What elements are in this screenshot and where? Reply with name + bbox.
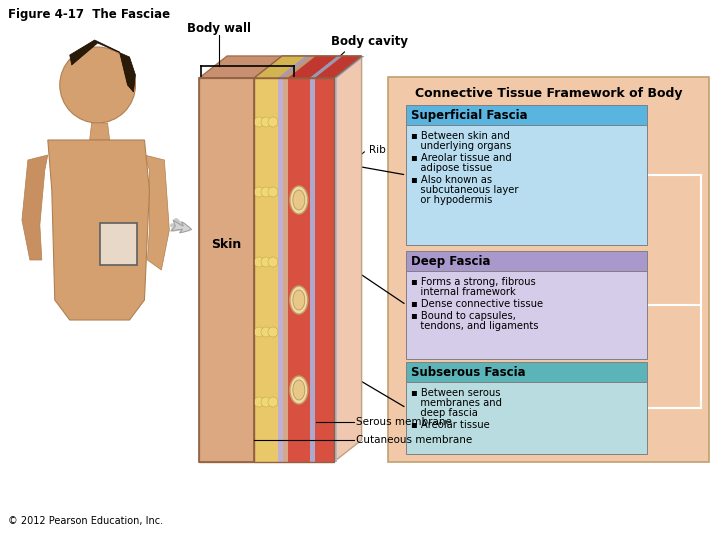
FancyArrowPatch shape	[172, 220, 184, 229]
Polygon shape	[145, 155, 169, 270]
Polygon shape	[254, 78, 278, 462]
Polygon shape	[310, 78, 315, 462]
Text: underlying organs: underlying organs	[411, 141, 512, 151]
Polygon shape	[333, 56, 361, 462]
Circle shape	[268, 397, 278, 407]
Text: © 2012 Pearson Education, Inc.: © 2012 Pearson Education, Inc.	[8, 516, 163, 526]
Polygon shape	[288, 78, 310, 462]
Ellipse shape	[293, 380, 305, 400]
Text: Body cavity: Body cavity	[330, 35, 408, 48]
Circle shape	[261, 257, 271, 267]
Text: membranes and: membranes and	[411, 398, 503, 408]
Text: or hypodermis: or hypodermis	[411, 195, 492, 205]
Polygon shape	[278, 56, 311, 78]
Polygon shape	[288, 56, 338, 78]
Circle shape	[268, 327, 278, 337]
Bar	[406, 251, 647, 271]
Ellipse shape	[290, 186, 308, 214]
Circle shape	[261, 327, 271, 337]
Ellipse shape	[290, 286, 308, 314]
Text: Skin: Skin	[211, 239, 241, 252]
Polygon shape	[48, 140, 150, 320]
Text: deep fascia: deep fascia	[411, 408, 478, 418]
Polygon shape	[283, 78, 288, 462]
Bar	[99, 223, 138, 265]
Polygon shape	[278, 78, 283, 462]
Circle shape	[261, 117, 271, 127]
Text: Connective Tissue Framework of Body: Connective Tissue Framework of Body	[415, 87, 683, 100]
Polygon shape	[315, 78, 333, 462]
Circle shape	[254, 117, 264, 127]
Text: ▪ Also known as: ▪ Also known as	[411, 175, 492, 185]
Text: ▪ Bound to capsules,: ▪ Bound to capsules,	[411, 311, 516, 321]
Text: subcutaneous layer: subcutaneous layer	[411, 185, 519, 195]
Bar	[406, 362, 647, 382]
Bar	[389, 77, 709, 462]
Circle shape	[261, 397, 271, 407]
Circle shape	[268, 117, 278, 127]
Polygon shape	[199, 56, 361, 78]
Bar	[406, 382, 647, 454]
Circle shape	[268, 187, 278, 197]
Circle shape	[254, 397, 264, 407]
Bar	[406, 125, 647, 245]
Bar	[406, 271, 647, 359]
Ellipse shape	[290, 376, 308, 404]
Polygon shape	[22, 155, 48, 260]
Text: Subserous Fascia: Subserous Fascia	[411, 366, 526, 379]
Ellipse shape	[293, 190, 305, 210]
Text: Cutaneous membrane: Cutaneous membrane	[356, 435, 472, 445]
Text: ▪ Between skin and: ▪ Between skin and	[411, 131, 510, 141]
Text: internal framework: internal framework	[411, 287, 516, 297]
Polygon shape	[254, 56, 306, 78]
Text: Superficial Fascia: Superficial Fascia	[411, 109, 528, 122]
Text: ▪ Dense connective tissue: ▪ Dense connective tissue	[411, 299, 544, 309]
Polygon shape	[333, 78, 337, 462]
Circle shape	[261, 187, 271, 197]
Polygon shape	[199, 78, 254, 462]
Polygon shape	[315, 56, 361, 78]
Polygon shape	[333, 56, 364, 78]
Text: ▪ Between serous: ▪ Between serous	[411, 388, 501, 398]
Text: ▪ Areolar tissue: ▪ Areolar tissue	[411, 420, 490, 430]
Text: Deep Fascia: Deep Fascia	[411, 254, 491, 267]
Text: Figure 4-17  The Fasciae: Figure 4-17 The Fasciae	[8, 8, 170, 21]
Circle shape	[268, 257, 278, 267]
Polygon shape	[90, 123, 109, 140]
Circle shape	[60, 47, 135, 123]
Text: Body wall: Body wall	[187, 22, 251, 35]
Circle shape	[254, 327, 264, 337]
Polygon shape	[283, 56, 316, 78]
Text: adipose tissue: adipose tissue	[411, 163, 492, 173]
Polygon shape	[70, 40, 135, 92]
Text: tendons, and ligaments: tendons, and ligaments	[411, 321, 539, 331]
Ellipse shape	[293, 290, 305, 310]
Circle shape	[254, 187, 264, 197]
Circle shape	[254, 257, 264, 267]
Text: Rib: Rib	[369, 145, 385, 155]
Text: Serous membrane: Serous membrane	[356, 417, 451, 427]
Polygon shape	[310, 56, 343, 78]
Text: ▪ Forms a strong, fibrous: ▪ Forms a strong, fibrous	[411, 277, 536, 287]
Bar	[406, 105, 647, 125]
Text: ▪ Areolar tissue and: ▪ Areolar tissue and	[411, 153, 512, 163]
